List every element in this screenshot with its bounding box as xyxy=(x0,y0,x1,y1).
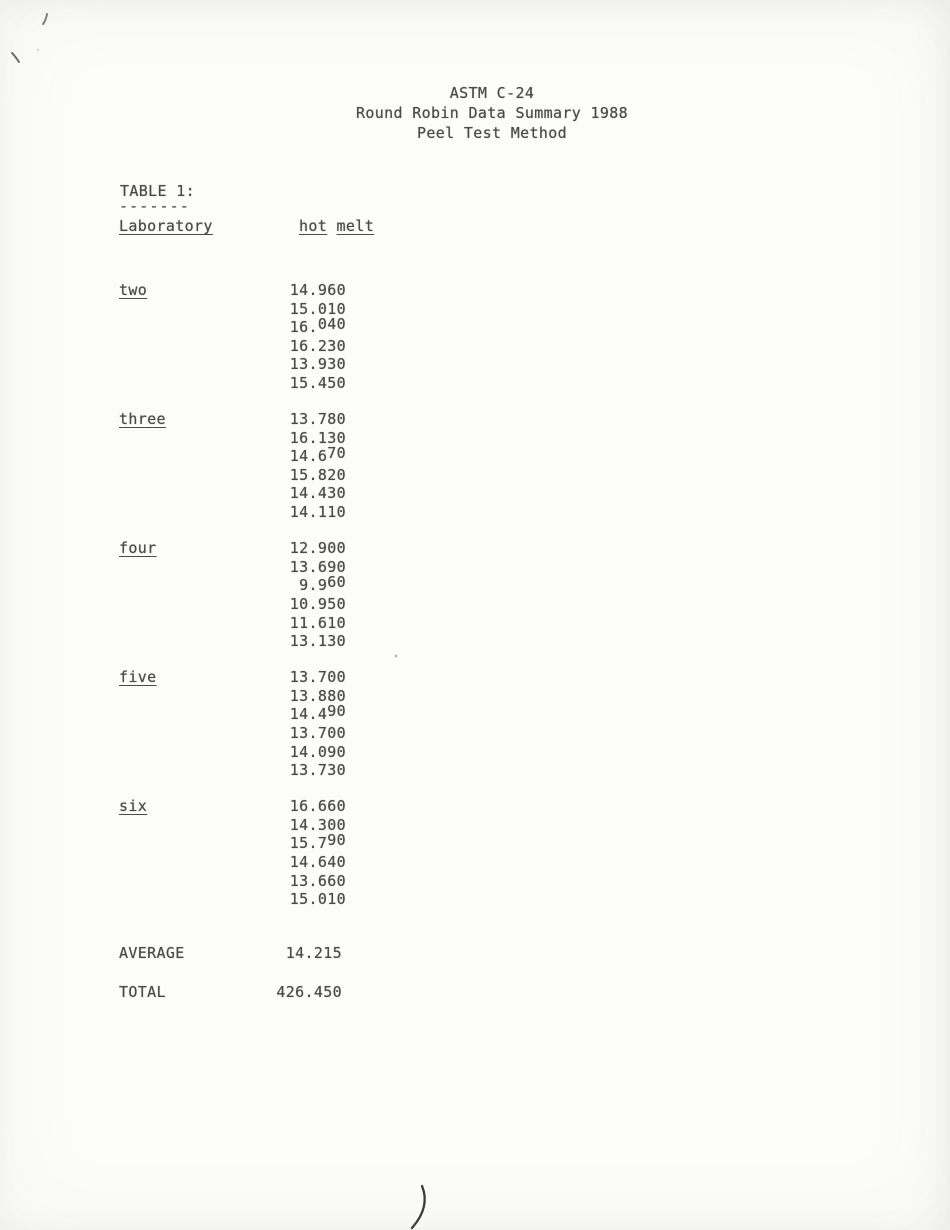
pen-tick-left-margin xyxy=(11,52,20,63)
measurement-value: 16.230 xyxy=(289,336,346,355)
measurement-value: 13.700 xyxy=(289,723,346,742)
measurement-value: 15.820 xyxy=(289,465,346,484)
table-title: TABLE 1: xyxy=(120,182,196,200)
summary-row-average: AVERAGE 14.215 xyxy=(119,944,342,963)
measurement-value: 13.700 xyxy=(289,668,346,687)
measurement-value: 15.450 xyxy=(289,373,346,392)
measurement-value: 14.090 xyxy=(289,742,346,761)
measurement-value: 10.950 xyxy=(289,594,346,613)
data-row: 14.430 xyxy=(120,484,346,503)
doc-method-line: Peel Test Method xyxy=(416,123,568,142)
pen-tick-top-left xyxy=(42,13,48,25)
lab-group-six: six 16.660 14.300 15.790 14.640 13.660 15.010 xyxy=(119,797,346,909)
measurement-value: 14.960 xyxy=(289,281,346,299)
doc-subtitle: Round Robin Data Summary 1988 xyxy=(355,103,629,122)
data-row: three 13.780 xyxy=(119,410,346,429)
measurement-value: 11.610 xyxy=(289,613,346,632)
lab-group-two: two 14.960 15.010 16.040 16.230 13.930 15.450 xyxy=(119,281,346,393)
measurement-value: 14.490 xyxy=(289,701,346,724)
measurement-value: 13.660 xyxy=(289,871,346,890)
measurement-value: 13.730 xyxy=(289,761,346,780)
data-row: 15.010 xyxy=(120,300,346,319)
data-row: 16.040 xyxy=(120,314,346,337)
measurement-value: 14.430 xyxy=(289,484,346,503)
measurement-value: 13.930 xyxy=(289,355,346,374)
data-row: 13.660 xyxy=(120,872,346,891)
lab-name: four xyxy=(119,539,157,558)
measurement-value: 14.670 xyxy=(289,443,346,466)
lab-data-table: two 14.960 15.010 16.040 16.230 13.930 15.450 t… xyxy=(119,281,346,926)
measurement-value: 14.300 xyxy=(289,815,346,834)
column-header-word: hot xyxy=(299,217,328,235)
measurement-value: 15.790 xyxy=(289,830,346,853)
data-row: 14.110 xyxy=(120,503,346,522)
data-row: two 14.960 xyxy=(119,281,346,300)
measurement-value: 14.110 xyxy=(289,503,346,522)
summary-value: 14.215 xyxy=(285,944,342,962)
data-row: four 12.900 xyxy=(119,539,346,558)
data-row: 14.640 xyxy=(120,853,346,872)
data-row: 16.230 xyxy=(120,337,346,356)
lab-group-three: three 13.780 16.130 14.670 15.820 14.430 14.11… xyxy=(119,410,346,522)
scan-speck xyxy=(37,49,39,51)
measurement-value: 14.640 xyxy=(289,853,346,872)
data-row: 15.790 xyxy=(120,830,346,853)
document-header: ASTM C-24 Round Robin Data Summary 1988 … xyxy=(34,84,950,143)
table-title-underline: ------- xyxy=(119,197,190,215)
data-row: 13.930 xyxy=(120,355,346,374)
pen-mark-annotation xyxy=(410,1184,426,1230)
doc-title: ASTM C-24 xyxy=(449,84,535,102)
summary-label: AVERAGE xyxy=(119,944,185,962)
measurement-value: 15.010 xyxy=(289,299,346,318)
measurement-value: 16.130 xyxy=(289,428,346,447)
lab-name: six xyxy=(119,797,148,816)
column-header-laboratory: Laboratory xyxy=(119,217,213,235)
measurement-value: 13.130 xyxy=(289,632,346,651)
data-row: five 13.700 xyxy=(119,668,346,687)
data-row: 9.960 xyxy=(120,572,346,595)
data-row: 16.130 xyxy=(120,429,346,448)
column-header-word: melt xyxy=(336,217,375,235)
data-row: 13.690 xyxy=(120,558,346,577)
measurement-value: 12.900 xyxy=(289,539,346,558)
measurement-value: 16.040 xyxy=(289,314,346,337)
summary-label: TOTAL xyxy=(119,982,166,1001)
lab-name: three xyxy=(119,410,166,429)
summary-section: AVERAGE 14.215 TOTAL 426.450 xyxy=(119,944,342,1002)
measurement-value: 13.780 xyxy=(289,410,346,429)
column-header-hot-melt: hot melt xyxy=(299,217,374,235)
measurement-value: 13.690 xyxy=(289,557,346,576)
data-row: 14.670 xyxy=(120,443,346,466)
data-row: 14.090 xyxy=(120,743,346,762)
data-row: 13.130 xyxy=(120,632,346,651)
data-row: 10.950 xyxy=(120,595,346,614)
scan-speck xyxy=(394,654,398,658)
lab-name: two xyxy=(119,281,148,299)
data-row: 13.730 xyxy=(120,761,346,780)
summary-row-total: TOTAL 426.450 xyxy=(119,982,342,1002)
measurement-value: 9.960 xyxy=(299,572,346,595)
measurement-value: 15.010 xyxy=(289,890,346,909)
lab-group-four: four 12.900 13.690 9.960 10.950 11.610 13.130 xyxy=(119,539,346,651)
data-row: 13.700 xyxy=(120,724,346,743)
lab-group-five: five 13.700 13.880 14.490 13.700 14.090 13.730 xyxy=(119,668,346,780)
measurement-value: 16.660 xyxy=(289,797,346,816)
data-row: six 16.660 xyxy=(119,797,346,816)
data-row: 14.300 xyxy=(120,816,346,835)
data-row: 15.820 xyxy=(120,466,346,485)
data-row: 14.490 xyxy=(120,701,346,724)
data-row: 11.610 xyxy=(120,614,346,633)
data-row: 15.450 xyxy=(120,374,346,393)
lab-name: five xyxy=(119,668,157,687)
measurement-value: 13.880 xyxy=(289,686,346,705)
summary-value: 426.450 xyxy=(276,982,342,1001)
data-row: 13.880 xyxy=(120,687,346,706)
data-row: 15.010 xyxy=(120,890,346,909)
